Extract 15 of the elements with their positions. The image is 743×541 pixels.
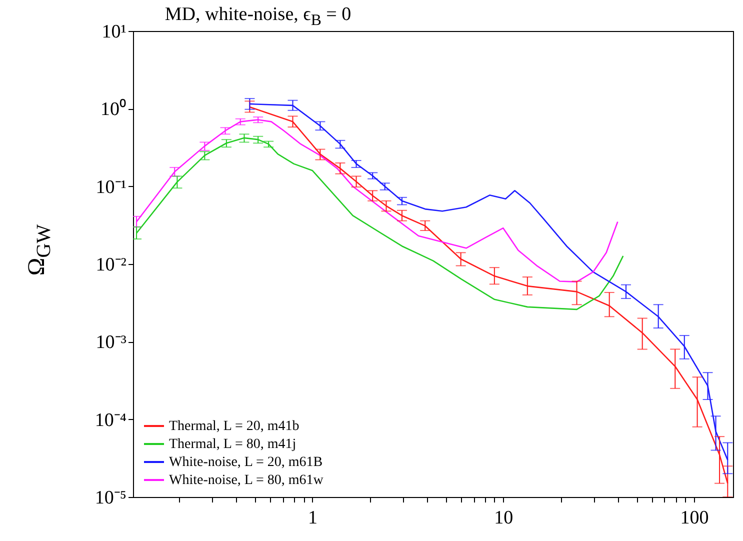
y-tick-label: 10⁻⁵	[94, 488, 126, 508]
legend-label: Thermal, L = 80, m41j	[169, 437, 296, 452]
legend-label: White-noise, L = 80, m61w	[169, 473, 324, 488]
y-tick-label: 10¹	[102, 22, 127, 42]
x-tick-label: 100	[680, 508, 709, 528]
x-tick-label: 10	[494, 508, 514, 528]
y-tick-label: 10⁻¹	[96, 176, 127, 198]
x-tick-label: 1	[308, 508, 318, 528]
chart-title: MD, white-noise, ϵ$_{B}$ = 0	[164, 4, 352, 30]
y-tick-label: 10⁻³	[96, 332, 127, 354]
legend-label: White-noise, L = 20, m61B	[169, 455, 323, 470]
y-tick-label: 10⁰	[100, 98, 126, 120]
y-tick-label: 10⁻²	[96, 254, 127, 276]
legend-label: Thermal, L = 20, m41b	[169, 419, 300, 434]
y-tick-label: 10⁻⁴	[94, 410, 127, 431]
